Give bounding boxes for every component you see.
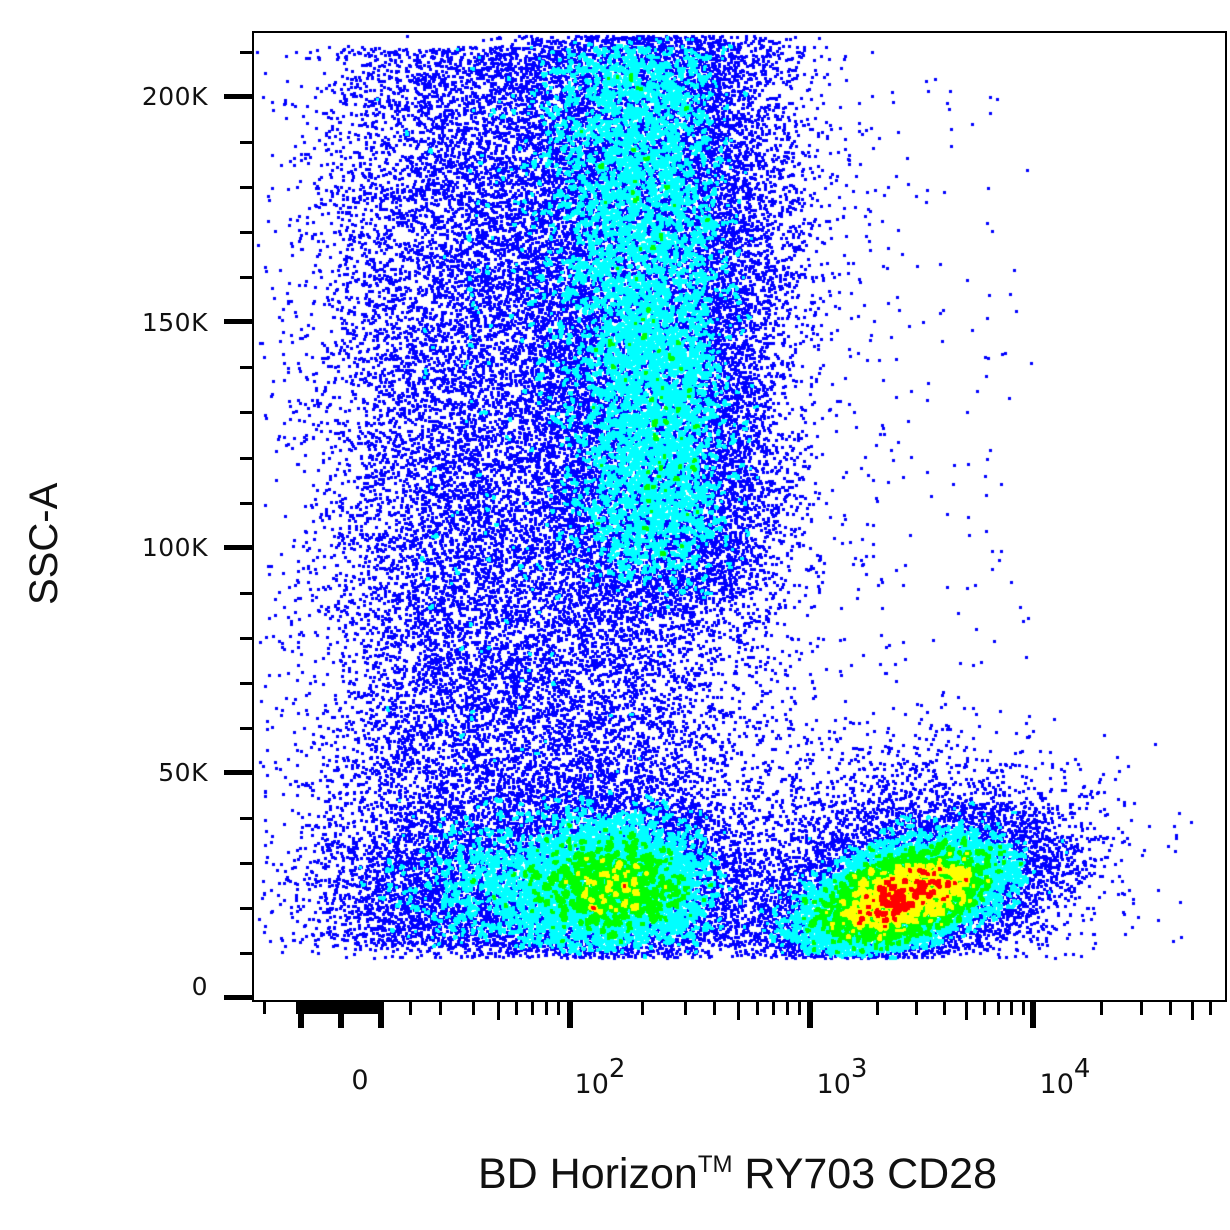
- axis-tick: [736, 1000, 740, 1020]
- axis-tick: [982, 1000, 986, 1015]
- axis-tick: [240, 141, 254, 144]
- axis-tick: [298, 1000, 304, 1028]
- x-tick-label-10e4: 104: [1039, 1054, 1091, 1100]
- axis-tick: [224, 545, 254, 550]
- x-tick-label-10e3: 103: [816, 1054, 868, 1100]
- axis-tick: [683, 1000, 687, 1015]
- y-axis-title: SSC-A: [22, 482, 66, 605]
- axis-tick: [240, 501, 254, 505]
- axis-tick: [240, 276, 254, 279]
- axis-tick: [1100, 1000, 1104, 1015]
- axis-tick: [915, 1000, 919, 1015]
- axis-tick: [240, 907, 254, 910]
- axis-tick: [240, 456, 254, 460]
- y-tick-label-0: 0: [191, 972, 208, 1001]
- axis-tick: [557, 1000, 560, 1015]
- axis-tick: [240, 51, 254, 54]
- axis-tick: [943, 1000, 947, 1015]
- axis-tick: [515, 1000, 518, 1015]
- axis-tick: [240, 186, 254, 189]
- axis-tick: [1140, 1000, 1144, 1015]
- axis-tick: [240, 727, 254, 730]
- axis-tick: [807, 1000, 813, 1028]
- axis-tick: [876, 1000, 880, 1015]
- axis-tick: [1168, 1000, 1172, 1015]
- axis-tick: [531, 1000, 534, 1015]
- axis-tick: [240, 411, 254, 415]
- axis-tick: [378, 1000, 384, 1028]
- axis-tick: [240, 231, 254, 234]
- axis-tick: [567, 1000, 573, 1028]
- axis-tick: [755, 1000, 759, 1015]
- axis-tick: [263, 1000, 266, 1014]
- axis-tick: [240, 366, 254, 370]
- axis-tick: [224, 319, 254, 324]
- axis-tick: [224, 770, 254, 775]
- axis-tick: [240, 637, 254, 640]
- axis-tick: [798, 1000, 802, 1015]
- axis-tick: [338, 1000, 344, 1028]
- density-scatter: [254, 33, 1225, 1000]
- axis-tick: [545, 1000, 548, 1015]
- axis-tick: [1010, 1000, 1014, 1015]
- axis-tick: [713, 1000, 717, 1015]
- axis-tick: [1030, 1000, 1036, 1028]
- y-tick-label-150k: 150K: [141, 308, 208, 337]
- axis-tick: [1021, 1000, 1025, 1015]
- axis-tick: [641, 1000, 645, 1015]
- axis-tick: [240, 817, 254, 820]
- axis-tick: [997, 1000, 1001, 1015]
- axis-tick: [1190, 1000, 1194, 1020]
- axis-tick: [224, 94, 254, 99]
- x-tick-label-0: 0: [351, 1065, 369, 1096]
- axis-tick: [771, 1000, 775, 1015]
- axis-tick: [240, 862, 254, 865]
- y-tick-label-100k: 100K: [141, 533, 208, 562]
- x-axis-title: BD HorizonTM RY703 CD28: [477, 1150, 998, 1198]
- axis-tick: [472, 1000, 475, 1015]
- y-tick-label-50k: 50K: [158, 758, 208, 787]
- axis-tick: [240, 952, 254, 955]
- axis-tick: [240, 682, 254, 685]
- axis-tick: [409, 1000, 412, 1015]
- axis-tick: [785, 1000, 789, 1015]
- axis-tick: [964, 1000, 968, 1020]
- axis-tick: [224, 995, 254, 1000]
- axis-tick: [240, 592, 254, 595]
- axis-tick: [439, 1000, 442, 1015]
- x-tick-label-10e2: 102: [574, 1054, 626, 1100]
- y-tick-label-200k: 200K: [141, 82, 208, 111]
- axis-tick: [1208, 1000, 1212, 1015]
- axis-tick: [497, 1000, 500, 1020]
- plot-area: [252, 31, 1227, 1002]
